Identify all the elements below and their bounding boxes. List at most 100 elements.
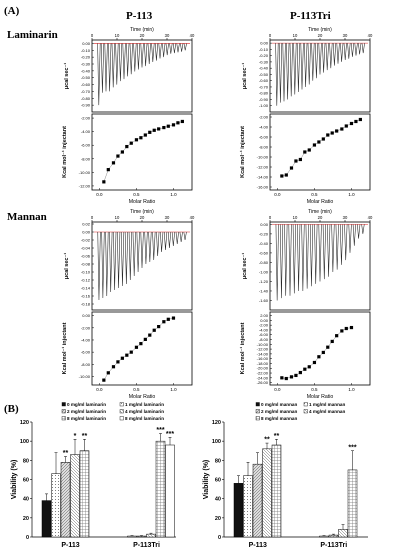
itc-4-peak-14 <box>335 224 339 270</box>
itc-3-bottom-frame <box>91 311 193 386</box>
itc-3-point-4 <box>120 356 124 360</box>
bar1-y-tick-label-5: 100 <box>20 439 29 445</box>
itc-2-enthalpy-tick-label-7: -16.00 <box>257 185 269 190</box>
itc-4-enthalpy-tick-label-8: -14.00 <box>257 351 269 356</box>
itc-1-power-tick-label-4: -0.40 <box>81 68 91 73</box>
itc-2-time-tick-label-1: 10 <box>293 33 298 38</box>
itc-2-bottom-frame <box>269 113 371 191</box>
itc-2-peak-9 <box>307 43 311 85</box>
itc-1-molar-tick-label-0: 0.0 <box>96 192 103 197</box>
itc-2-peak-24 <box>361 43 365 54</box>
panel-a-label: (A) <box>4 5 20 17</box>
itc-3-enthalpy-tick-label-2: -4.00 <box>81 337 91 342</box>
bar1-significance-2: ** <box>82 433 88 440</box>
itc-2-point-4 <box>298 157 302 162</box>
itc-2-power-tick-label-6: -0.60 <box>259 78 269 83</box>
row-title-laminarin: Laminarin <box>7 29 58 41</box>
itc-3-peak-7 <box>124 231 129 285</box>
itc-1-enthalpy-tick-label-5: -12.00 <box>79 183 91 188</box>
itc-2-point-16 <box>354 119 358 124</box>
itc-1-peak-7 <box>122 43 126 80</box>
itc-2-time-tick-label-3: 30 <box>343 33 348 38</box>
itc-4-peak-18 <box>352 224 356 246</box>
bar1-category-label-1: P-113Tri <box>133 542 160 549</box>
itc-2-point-9 <box>321 137 325 141</box>
bar1-significance-3: *** <box>156 427 164 434</box>
bar2-y-axis-label: Viability (%) <box>203 460 210 500</box>
bar2-y-tick-label-4: 80 <box>215 458 221 464</box>
itc-3-point-8 <box>139 342 143 346</box>
itc-1-point-12 <box>157 127 161 131</box>
itc-3-peak-9 <box>132 231 136 277</box>
itc-1-point-6 <box>129 141 133 145</box>
itc-3-peak-13 <box>148 231 152 263</box>
bar2-bar-0-4 <box>271 444 282 538</box>
itc-4-enthalpy-tick-label-0: 2.00 <box>260 313 269 318</box>
itc-1-peak-10 <box>133 43 137 72</box>
itc-3-power-tick-label-5: -0.08 <box>81 262 91 267</box>
itc-2-peak-5 <box>293 43 297 95</box>
itc-3-peak-15 <box>156 231 160 257</box>
itc-1-enthalpy-tick-label-2: -6.00 <box>81 143 91 148</box>
itc-3-peak-14 <box>152 231 156 261</box>
itc-2-peak-6 <box>296 43 301 92</box>
itc-3-power-axis-label: μcal sec⁻¹ <box>63 253 70 280</box>
itc-2-peak-19 <box>343 43 347 61</box>
itc-1-power-tick-label-5: -0.50 <box>81 75 91 80</box>
bar1-bar-1-5 <box>165 444 175 538</box>
itc-3-peak-22 <box>183 231 187 241</box>
itc-2-peak-0 <box>275 43 279 106</box>
bar1-legend-label-1: 1 mg/ml laminarin <box>125 402 164 407</box>
itc-4-time-tick-label-3: 30 <box>343 215 348 220</box>
bar1-bar-1-3 <box>146 533 156 538</box>
itc-2-power-tick-label-0: 0.00 <box>260 41 269 46</box>
bar2-bar-1-4 <box>347 469 358 538</box>
itc-4-peak-6 <box>301 224 305 291</box>
itc-1-peak-24 <box>183 43 187 51</box>
itc-2-point-2 <box>289 166 294 170</box>
bar2-y-tick-label-0: 0 <box>218 535 221 541</box>
itc-3-point-2 <box>111 365 116 369</box>
itc-2-peak-13 <box>322 43 326 73</box>
itc-3-molar-axis-label: Molar Ratio <box>129 394 156 400</box>
itc-1-point-15 <box>171 123 176 127</box>
bar2-bar-1-2 <box>328 534 339 538</box>
bar2-y-tick-label-1: 20 <box>215 516 221 522</box>
bar1-category-label-0: P-113 <box>61 542 79 549</box>
itc-1-time-tick-label-4: 40 <box>190 33 195 38</box>
bar1-legend-swatch-3 <box>119 409 124 414</box>
itc-2-time-tick-label-4: 40 <box>368 33 373 38</box>
itc-4-enthalpy-tick-label-14: -26.00 <box>257 380 269 385</box>
itc-2-peak-7 <box>300 43 304 90</box>
itc-4-power-axis-label: μcal sec⁻¹ <box>241 253 248 280</box>
itc-2-molar-axis-label: Molar Ratio <box>307 199 334 205</box>
itc-1-peak-20 <box>169 43 173 54</box>
itc-2-peak-17 <box>336 43 340 64</box>
itc-4-point-6 <box>307 365 311 369</box>
itc-2-fit-line <box>281 119 361 177</box>
bar2-legend-label-3: 4 mg/ml mannan <box>309 409 345 414</box>
itc-3-point-1 <box>106 371 110 375</box>
itc-1-peak-0 <box>97 43 101 106</box>
itc-1-peak-5 <box>115 43 119 85</box>
itc-3-peak-16 <box>160 231 164 253</box>
itc-4-point-1 <box>284 376 288 381</box>
itc-1-peak-16 <box>154 43 159 61</box>
itc-2-molar-tick-label-0: 0.0 <box>274 192 281 197</box>
itc-4-fit-line <box>281 327 352 379</box>
itc-4-point-12 <box>335 334 339 338</box>
itc-2-point-8 <box>317 140 321 144</box>
itc-4-power-tick-label-3: -0.60 <box>259 250 269 255</box>
itc-2-peak-15 <box>329 43 333 69</box>
bar1-y-tick-label-0: 0 <box>26 535 29 541</box>
itc-4-point-10 <box>326 345 330 349</box>
bar1-y-tick-label-4: 80 <box>23 458 29 464</box>
bar1-bar-0-3 <box>70 454 80 538</box>
itc-1-point-2 <box>111 161 116 165</box>
bar2-legend-swatch-2 <box>255 409 260 414</box>
itc-1-point-1 <box>106 168 110 172</box>
bar2-y-tick-label-5: 100 <box>212 439 221 445</box>
bar2-y-tick-label-3: 60 <box>215 478 221 484</box>
itc-2-point-13 <box>340 127 344 131</box>
itc-4-peak-11 <box>322 224 326 280</box>
